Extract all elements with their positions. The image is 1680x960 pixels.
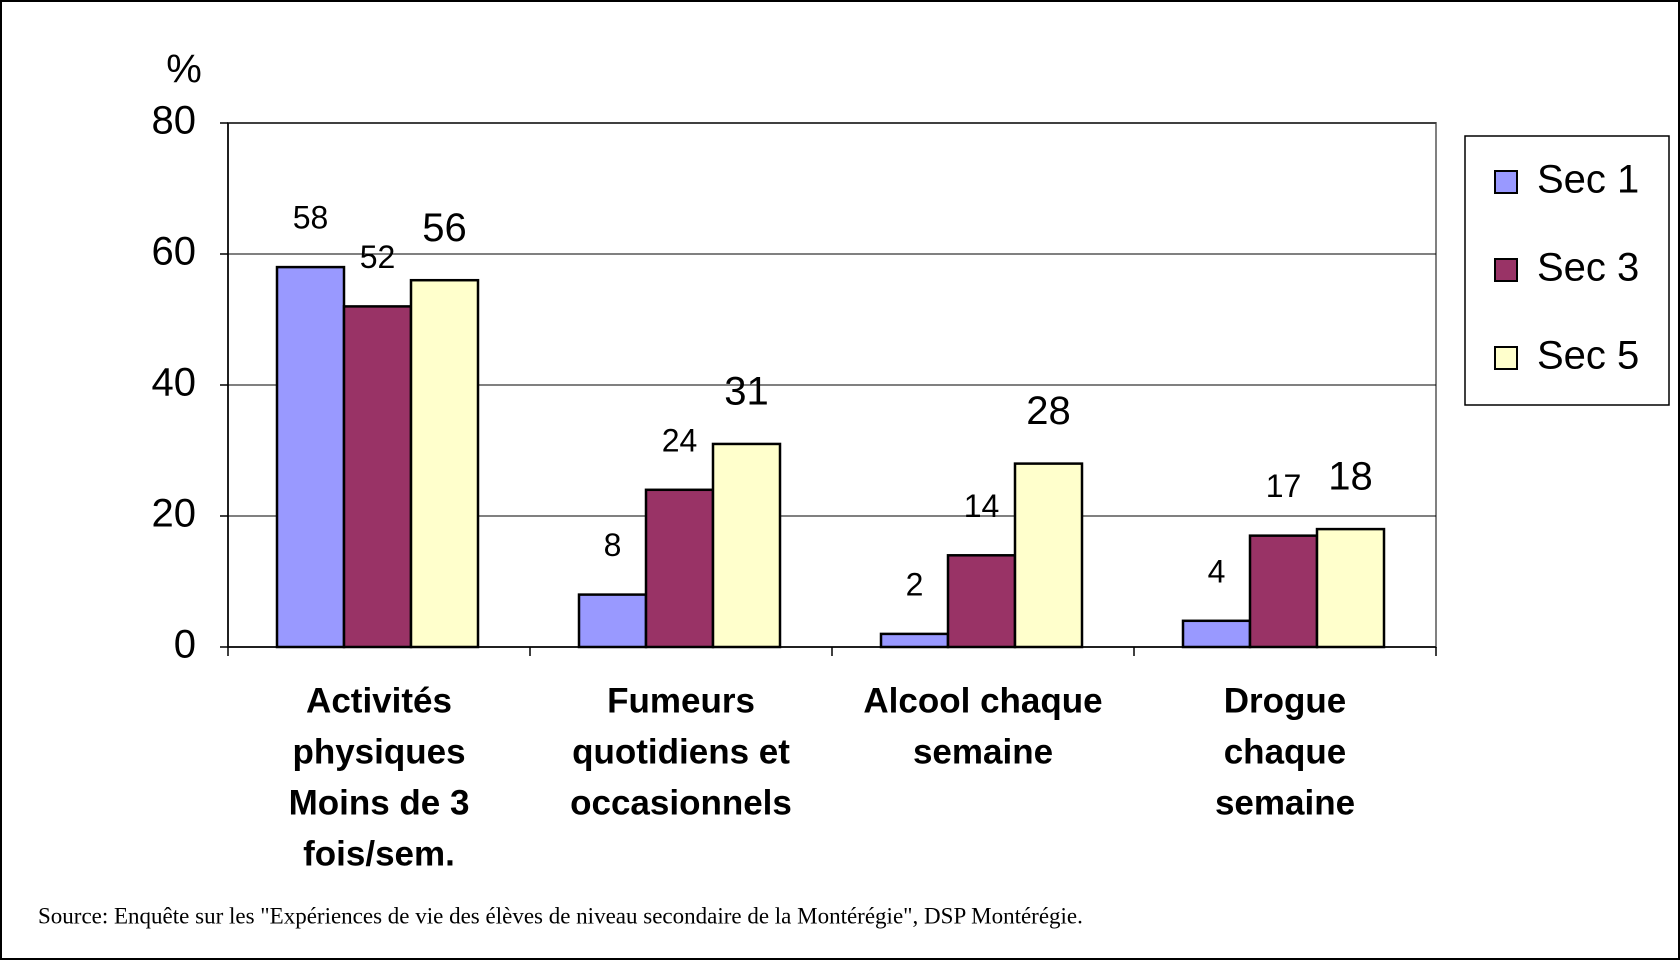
x-tick-label: Drogue	[1224, 681, 1347, 720]
y-tick-label: 0	[174, 623, 196, 667]
bar	[1315, 527, 1386, 649]
x-tick-label: Fumeurs	[607, 681, 755, 720]
legend-label: Sec 5	[1537, 334, 1639, 378]
x-tick-label: physiques	[292, 732, 465, 771]
data-label: 52	[360, 239, 396, 275]
x-tick-label: chaque	[1224, 732, 1347, 771]
y-tick-label: 20	[152, 492, 197, 536]
source: Source: Enquête sur les "Expériences de …	[38, 903, 1083, 928]
bar	[1013, 462, 1084, 649]
bar	[879, 632, 950, 649]
x-tick-label: semaine	[913, 732, 1053, 771]
bar	[711, 442, 782, 649]
y-tick-label: 60	[152, 230, 197, 274]
x-tick-label: occasionnels	[570, 783, 792, 822]
bar	[409, 278, 480, 649]
bar	[342, 305, 413, 649]
bar	[644, 488, 715, 649]
data-label: 14	[964, 488, 1000, 524]
x-tick-label: Moins de 3	[289, 783, 470, 822]
data-label: 4	[1208, 553, 1226, 589]
x-tick-label: Alcool chaque	[863, 681, 1102, 720]
data-label: 56	[422, 206, 467, 250]
legend-swatch	[1494, 258, 1518, 282]
legend-label: Sec 1	[1537, 158, 1639, 202]
data-label: 28	[1026, 389, 1071, 433]
legend-label: Sec 3	[1537, 246, 1639, 290]
data-label: 2	[906, 566, 924, 602]
legend-swatch	[1494, 170, 1518, 194]
bar	[946, 554, 1017, 649]
x-tick-label: fois/sem.	[303, 834, 455, 873]
data-label: 24	[662, 422, 698, 458]
x-tick-label: Activités	[306, 681, 452, 720]
y-tick-label: 80	[152, 99, 197, 143]
data-label: 31	[724, 370, 769, 414]
data-label: 18	[1328, 455, 1373, 499]
x-tick-label: quotidiens et	[572, 732, 790, 771]
data-label: 17	[1266, 468, 1302, 504]
bar	[577, 593, 648, 649]
y-axis-label: %	[166, 48, 202, 92]
bar	[275, 265, 346, 649]
data-label: 8	[604, 527, 622, 563]
legend-swatch	[1494, 346, 1518, 370]
bar	[1248, 534, 1319, 649]
x-tick-label: semaine	[1215, 783, 1355, 822]
data-label: 58	[293, 200, 329, 236]
y-tick-label: 40	[152, 361, 197, 405]
bar	[1181, 619, 1252, 649]
